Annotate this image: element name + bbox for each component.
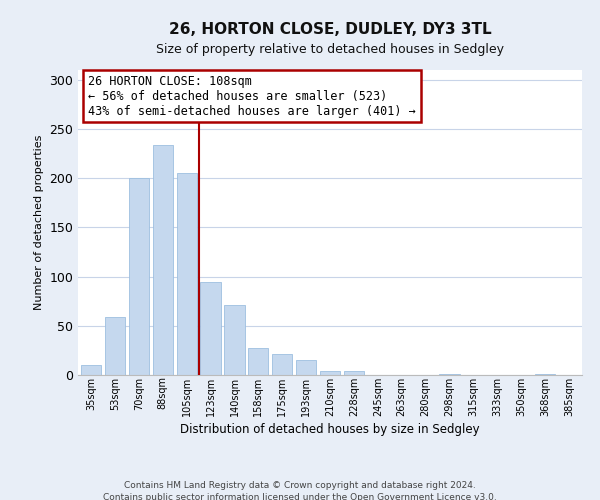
Bar <box>320 371 340 375</box>
Y-axis label: Number of detached properties: Number of detached properties <box>34 135 44 310</box>
Bar <box>224 305 245 375</box>
X-axis label: Distribution of detached houses by size in Sedgley: Distribution of detached houses by size … <box>180 422 480 436</box>
Text: 26 HORTON CLOSE: 108sqm
← 56% of detached houses are smaller (523)
43% of semi-d: 26 HORTON CLOSE: 108sqm ← 56% of detache… <box>88 74 416 118</box>
Bar <box>200 282 221 375</box>
Bar <box>105 317 125 375</box>
Text: Size of property relative to detached houses in Sedgley: Size of property relative to detached ho… <box>156 42 504 56</box>
Bar <box>152 145 173 375</box>
Bar <box>272 354 292 375</box>
Bar <box>81 365 101 375</box>
Text: Contains public sector information licensed under the Open Government Licence v3: Contains public sector information licen… <box>103 492 497 500</box>
Text: 26, HORTON CLOSE, DUDLEY, DY3 3TL: 26, HORTON CLOSE, DUDLEY, DY3 3TL <box>169 22 491 38</box>
Bar <box>535 374 555 375</box>
Text: Contains HM Land Registry data © Crown copyright and database right 2024.: Contains HM Land Registry data © Crown c… <box>124 481 476 490</box>
Bar <box>176 174 197 375</box>
Bar <box>296 360 316 375</box>
Bar <box>439 374 460 375</box>
Bar <box>129 178 149 375</box>
Bar <box>248 348 268 375</box>
Bar <box>344 371 364 375</box>
